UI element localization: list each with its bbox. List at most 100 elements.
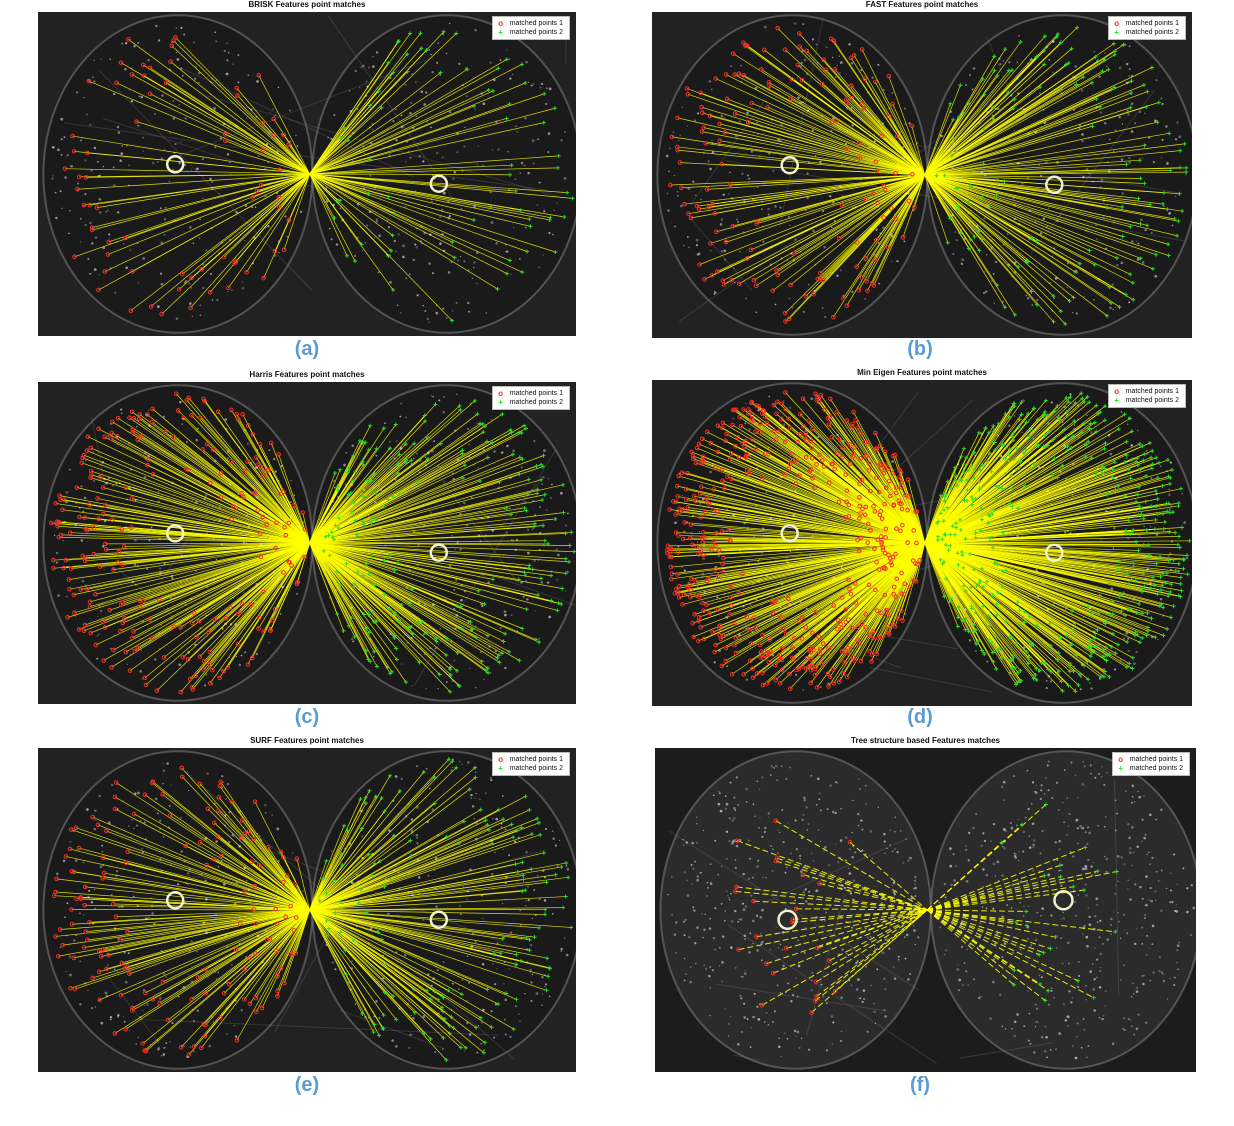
speckle <box>199 304 202 307</box>
match-line <box>309 437 429 544</box>
speckle <box>543 449 546 452</box>
speckle <box>140 649 142 652</box>
match-line <box>924 536 1180 544</box>
match-line <box>756 174 925 225</box>
matched-point-1 <box>111 647 116 653</box>
speckle <box>711 88 713 90</box>
speckle <box>416 294 419 297</box>
match-line <box>892 103 926 176</box>
speckle <box>565 590 567 592</box>
matched-point-2 <box>485 455 490 460</box>
matched-point-1 <box>254 188 260 194</box>
panel-d: Min Eigen Features point matches o matche… <box>652 368 1192 706</box>
ring-marker <box>429 543 449 562</box>
matched-point-2 <box>477 421 482 426</box>
match-line <box>924 174 1131 275</box>
match-line <box>136 121 310 175</box>
matched-point-2 <box>335 612 340 617</box>
matched-point-2 <box>555 165 560 170</box>
speckle <box>1128 75 1131 77</box>
matched-point-1 <box>787 671 792 677</box>
matched-point-2 <box>485 633 490 638</box>
speckle <box>986 660 989 663</box>
matched-point-2 <box>470 627 475 632</box>
speckle <box>679 134 681 137</box>
match-line <box>85 173 310 178</box>
matched-point-1 <box>743 438 748 444</box>
speckle <box>983 270 986 273</box>
speckle <box>665 154 669 158</box>
matched-point-2 <box>485 666 490 671</box>
speckle <box>697 252 701 255</box>
match-line <box>924 54 1115 176</box>
speckle <box>157 500 160 503</box>
matched-point-1 <box>788 96 794 102</box>
match-line <box>309 458 429 544</box>
matched-point-1 <box>145 462 150 468</box>
speckle <box>476 282 478 285</box>
well-2 <box>926 14 1192 336</box>
speckle <box>875 228 878 231</box>
matched-point-1 <box>78 587 84 592</box>
speckle <box>508 58 511 61</box>
speckle <box>1080 108 1082 110</box>
match-line <box>309 542 399 621</box>
matched-point-1 <box>127 668 133 673</box>
matched-point-2 <box>418 31 423 36</box>
match-line <box>173 542 310 627</box>
match-line <box>180 542 310 628</box>
speckle <box>290 479 292 482</box>
matched-point-2 <box>1094 96 1099 101</box>
speckle <box>745 678 749 681</box>
speckle <box>60 153 63 156</box>
matched-point-1 <box>74 485 80 490</box>
speckle <box>673 174 676 177</box>
match-line <box>924 542 988 582</box>
match-line <box>688 174 925 215</box>
matched-point-2 <box>409 458 414 463</box>
matched-point-1 <box>100 619 106 624</box>
matched-point-2 <box>977 248 982 253</box>
speckle <box>130 99 134 103</box>
speckle <box>509 77 512 80</box>
match-line <box>924 56 1096 176</box>
matched-point-2 <box>372 649 377 654</box>
matched-point-1 <box>751 277 757 283</box>
speckle <box>424 456 427 459</box>
speckle <box>216 298 219 302</box>
speckle <box>114 291 117 294</box>
match-line <box>128 39 310 175</box>
matched-point-1 <box>174 391 179 397</box>
matched-point-1 <box>234 85 240 91</box>
speckle <box>709 249 712 252</box>
matched-point-1 <box>270 617 275 623</box>
matched-point-2 <box>570 196 575 201</box>
matched-point-2 <box>423 419 428 424</box>
speckle <box>719 223 723 226</box>
match-line <box>924 542 1128 643</box>
speckle <box>736 218 738 221</box>
speckle <box>205 249 208 252</box>
speckle <box>1125 631 1129 635</box>
matched-point-1 <box>869 659 874 664</box>
match-line <box>309 167 558 175</box>
match-line <box>309 103 510 175</box>
matched-point-1 <box>732 111 738 116</box>
matched-point-2 <box>332 216 337 221</box>
speckle <box>538 506 542 509</box>
speckle <box>330 138 333 140</box>
speckle <box>952 253 955 256</box>
speckle <box>802 23 805 26</box>
speckle <box>116 125 120 129</box>
matched-point-1 <box>273 545 278 551</box>
match-line <box>924 479 962 544</box>
speckle <box>540 581 544 584</box>
speckle <box>378 234 382 238</box>
match-line <box>777 28 925 176</box>
speckle <box>520 161 524 165</box>
match-line <box>288 173 311 221</box>
speckle <box>157 161 159 163</box>
speckle <box>209 177 212 181</box>
matched-point-1 <box>685 91 691 97</box>
match-line <box>875 174 925 241</box>
